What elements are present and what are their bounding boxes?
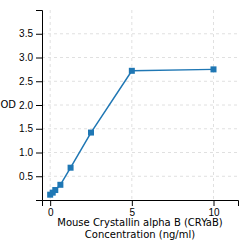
y-tick-mark bbox=[36, 129, 42, 130]
y-grid-line bbox=[42, 128, 238, 129]
x-tick: 0 bbox=[48, 200, 54, 218]
x-tick-label: 0 bbox=[48, 207, 54, 218]
y-tick-mark bbox=[36, 105, 42, 106]
marker bbox=[129, 68, 135, 74]
plot-area: 0 5 10 0.5 1.0 1.5 2.0 2.5 3.0 3.5 Mouse Crystalli… bbox=[0, 10, 238, 240]
y-tick-label: 0.5 bbox=[19, 171, 33, 182]
marker bbox=[52, 187, 58, 193]
y-tick-label: 2.5 bbox=[19, 76, 33, 87]
y-grid-line bbox=[42, 105, 238, 106]
x-tick-mark bbox=[132, 200, 133, 206]
y-tick-label: 2.0 bbox=[19, 100, 33, 111]
x-grid-line bbox=[50, 10, 51, 200]
y-tick-label: 1.0 bbox=[19, 147, 33, 158]
marker bbox=[211, 66, 217, 72]
y-grid-line bbox=[42, 81, 238, 82]
y-tick: 1.0 bbox=[19, 147, 42, 158]
marker bbox=[57, 182, 63, 188]
x-axis: 0 5 10 bbox=[43, 200, 239, 218]
y-grid-line bbox=[42, 57, 238, 58]
marker bbox=[88, 130, 94, 136]
marker bbox=[68, 165, 74, 171]
y-tick-mark bbox=[36, 34, 42, 35]
y-tick-mark bbox=[36, 153, 42, 154]
x-grid-line bbox=[213, 10, 214, 200]
y-grid-line bbox=[42, 176, 238, 177]
y-tick-mark bbox=[36, 58, 42, 59]
y-grid-line bbox=[42, 33, 238, 34]
x-grid-line bbox=[131, 10, 132, 200]
y-axis-title: OD bbox=[0, 99, 16, 110]
x-tick: 5 bbox=[130, 200, 136, 218]
x-tick-mark bbox=[50, 200, 51, 206]
y-tick: 2.5 bbox=[19, 76, 42, 87]
y-tick-mark bbox=[36, 81, 42, 82]
x-tick: 10 bbox=[208, 200, 220, 218]
chart: 0 5 10 0.5 1.0 1.5 2.0 2.5 3.0 3.5 Mouse Crystalli… bbox=[0, 0, 250, 250]
x-axis-title: Mouse Crystallin alpha B (CRYaB)Concentr… bbox=[57, 217, 223, 240]
y-tick-mark bbox=[36, 176, 42, 177]
y-axis-line bbox=[36, 11, 43, 201]
y-axis: 0.5 1.0 1.5 2.0 2.5 3.0 3.5 bbox=[19, 11, 42, 201]
y-tick-label: 1.5 bbox=[19, 123, 33, 134]
y-tick: 0.5 bbox=[19, 171, 42, 182]
y-tick-label: 3.5 bbox=[19, 28, 33, 39]
y-tick: 3.5 bbox=[19, 28, 42, 39]
grid bbox=[42, 10, 238, 200]
y-tick: 1.5 bbox=[19, 123, 42, 134]
x-axis-line bbox=[43, 201, 239, 207]
y-grid-line bbox=[42, 152, 238, 153]
series bbox=[47, 66, 216, 197]
line bbox=[50, 69, 213, 194]
y-tick: 2.0 bbox=[19, 100, 42, 111]
y-tick-label: 3.0 bbox=[19, 52, 33, 63]
y-tick: 3.0 bbox=[19, 52, 42, 63]
x-tick-mark bbox=[214, 200, 215, 206]
